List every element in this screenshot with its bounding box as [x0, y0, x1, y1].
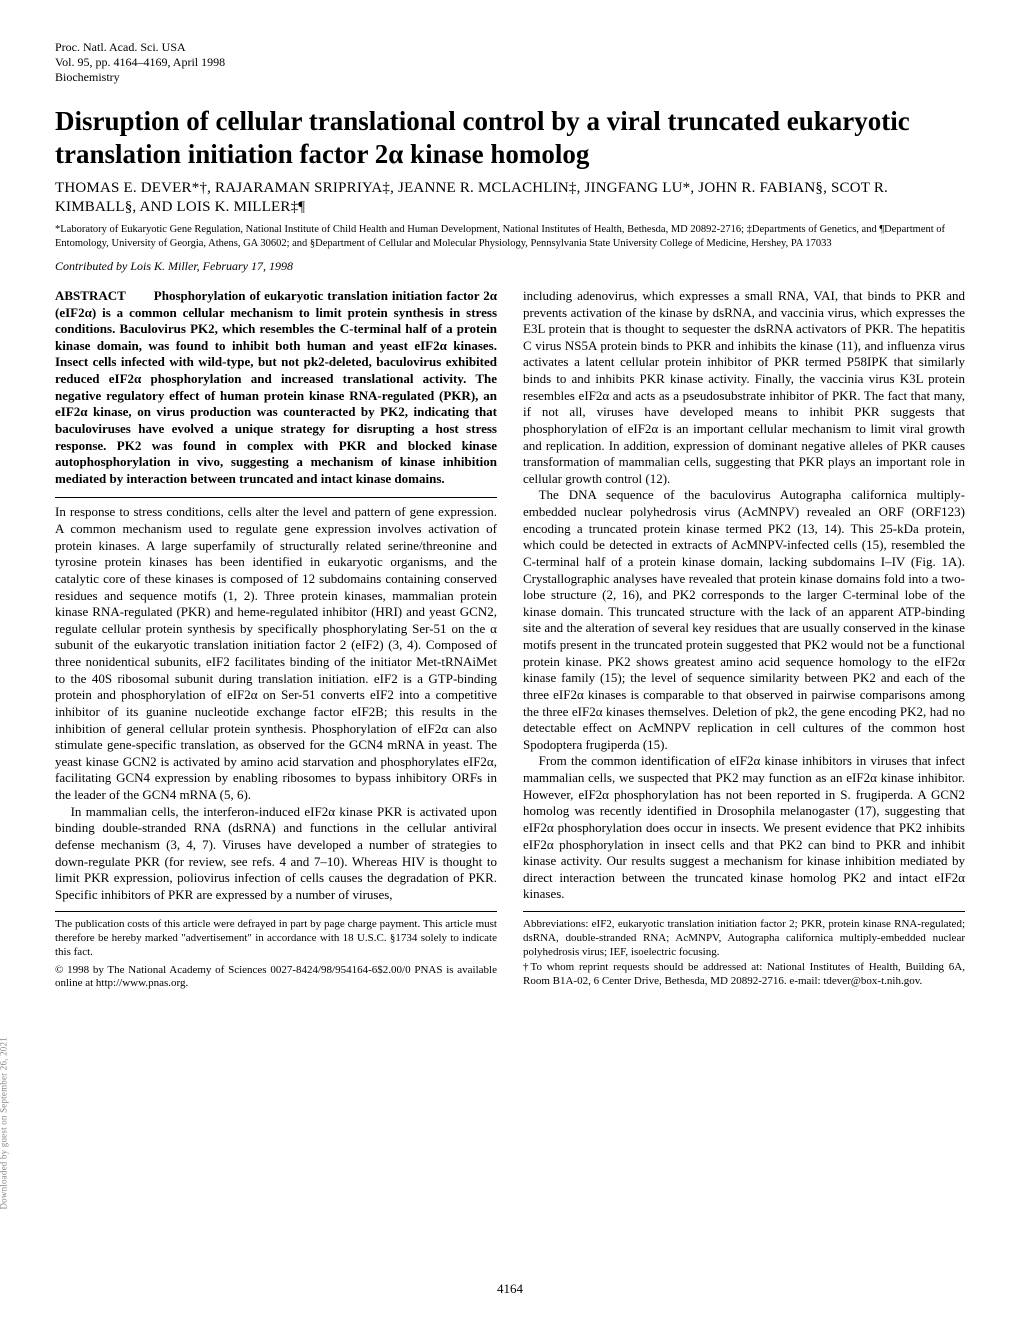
journal-line-2: Vol. 95, pp. 4164–4169, April 1998 [55, 55, 965, 70]
footnote-divider [523, 911, 965, 912]
abstract-label: ABSTRACT [55, 288, 126, 305]
body-paragraph: In response to stress conditions, cells … [55, 504, 497, 803]
publication-cost-note: The publication costs of this article we… [55, 918, 497, 959]
contributed-line: Contributed by Lois K. Miller, February … [55, 259, 965, 274]
reprint-request-note: †To whom reprint requests should be addr… [523, 961, 965, 989]
abstract-block: ABSTRACTPhosphorylation of eukaryotic tr… [55, 288, 497, 488]
body-paragraph: The DNA sequence of the baculovirus Auto… [523, 487, 965, 753]
abbreviations-note: Abbreviations: eIF2, eukaryotic translat… [523, 918, 965, 959]
authors-line: THOMAS E. DEVER*†, RAJARAMAN SRIPRIYA‡, … [55, 179, 965, 217]
two-column-body: ABSTRACTPhosphorylation of eukaryotic tr… [55, 288, 965, 1168]
journal-section: Biochemistry [55, 70, 965, 85]
download-watermark: Downloaded by guest on September 26, 202… [0, 1038, 10, 1210]
left-footnote-block: The publication costs of this article we… [55, 911, 497, 991]
affiliations: *Laboratory of Eukaryotic Gene Regulatio… [55, 223, 965, 250]
abstract-divider [55, 497, 497, 498]
right-footnote-block: Abbreviations: eIF2, eukaryotic translat… [523, 911, 965, 989]
footnote-divider [55, 911, 497, 912]
journal-header: Proc. Natl. Acad. Sci. USA Vol. 95, pp. … [55, 40, 965, 85]
copyright-note: © 1998 by The National Academy of Scienc… [55, 964, 497, 992]
body-paragraph: In mammalian cells, the interferon-induc… [55, 804, 497, 904]
abstract-text: Phosphorylation of eukaryotic translatio… [55, 288, 497, 486]
body-paragraph: From the common identification of eIF2α … [523, 753, 965, 903]
page-number: 4164 [0, 1281, 1020, 1298]
body-paragraph: including adenovirus, which expresses a … [523, 288, 965, 488]
article-title: Disruption of cellular translational con… [55, 105, 965, 171]
journal-line-1: Proc. Natl. Acad. Sci. USA [55, 40, 965, 55]
